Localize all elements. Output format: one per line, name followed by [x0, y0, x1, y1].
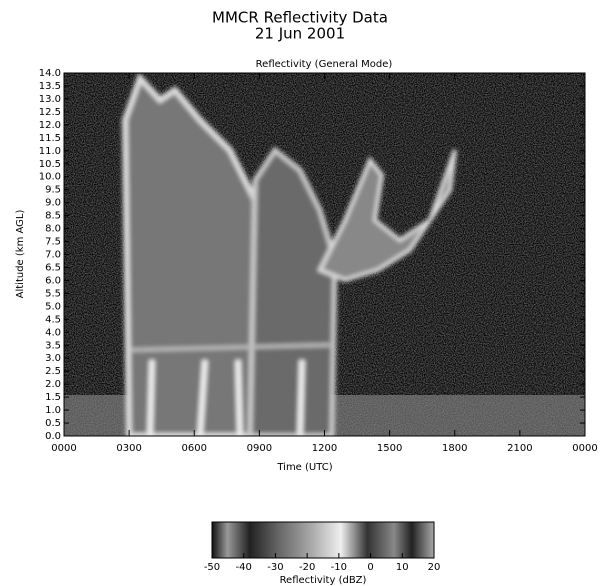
- y-tick-label: 1.0: [45, 405, 61, 416]
- y-tick-label: 0.5: [45, 418, 61, 429]
- x-tick-label: 0900: [247, 443, 272, 454]
- chart-title: MMCR Reflectivity Data: [212, 9, 388, 27]
- y-tick-label: 12.0: [39, 120, 61, 131]
- y-tick-label: 13.0: [39, 94, 61, 105]
- colorbar-tick-label: -20: [299, 562, 315, 573]
- x-tick-label: 1200: [312, 443, 337, 454]
- y-tick-label: 7.0: [45, 250, 61, 261]
- y-tick-label: 7.5: [45, 237, 61, 248]
- y-tick-label: 0.0: [45, 431, 61, 442]
- colorbar-tick-label: 0: [367, 562, 373, 573]
- y-tick-label: 12.5: [39, 107, 61, 118]
- y-tick-label: 14.0: [39, 68, 61, 79]
- y-tick-label: 10.0: [39, 172, 61, 183]
- y-tick-label: 11.5: [39, 133, 61, 144]
- x-axis-label: Time (UTC): [276, 462, 332, 473]
- colorbar-tick-label: -40: [236, 562, 252, 573]
- chart-subtitle: 21 Jun 2001: [255, 25, 345, 43]
- y-tick-label: 1.5: [45, 392, 61, 403]
- x-tick-label: 1800: [442, 443, 467, 454]
- colorbar-tick-label: 10: [396, 562, 409, 573]
- x-tick-label: 0600: [182, 443, 207, 454]
- x-tick-label: 0000: [572, 443, 597, 454]
- y-tick-label: 4.5: [45, 314, 61, 325]
- y-tick-label: 2.0: [45, 379, 61, 390]
- y-tick-label: 9.5: [45, 185, 61, 196]
- y-axis-label: Altitude (km AGL): [15, 210, 26, 299]
- y-tick-label: 6.0: [45, 275, 61, 286]
- plot-title: Reflectivity (General Mode): [256, 59, 393, 70]
- y-tick-label: 10.5: [39, 159, 61, 170]
- y-tick-label: 9.0: [45, 198, 61, 209]
- x-tick-label: 1500: [377, 443, 402, 454]
- x-tick-label: 0000: [51, 443, 76, 454]
- x-tick-label: 0300: [116, 443, 141, 454]
- y-tick-label: 13.5: [39, 81, 61, 92]
- y-tick-label: 2.5: [45, 366, 61, 377]
- y-tick-label: 3.0: [45, 353, 61, 364]
- y-tick-label: 8.0: [45, 224, 61, 235]
- y-tick-label: 11.0: [39, 146, 61, 157]
- colorbar-tick-label: -50: [204, 562, 220, 573]
- colorbar-label: Reflectivity (dBZ): [280, 575, 367, 586]
- y-tick-label: 3.5: [45, 340, 61, 351]
- colorbar-tick-label: -30: [267, 562, 283, 573]
- y-tick-label: 5.5: [45, 288, 61, 299]
- colorbar: [211, 521, 435, 559]
- reflectivity-field: [64, 73, 585, 436]
- y-tick-label: 8.5: [45, 211, 61, 222]
- colorbar-tick-label: -10: [331, 562, 347, 573]
- y-tick-label: 4.0: [45, 327, 61, 338]
- y-tick-label: 6.5: [45, 262, 61, 273]
- y-tick-label: 5.0: [45, 301, 61, 312]
- colorbar-tick-label: 20: [428, 562, 441, 573]
- x-tick-label: 2100: [507, 443, 532, 454]
